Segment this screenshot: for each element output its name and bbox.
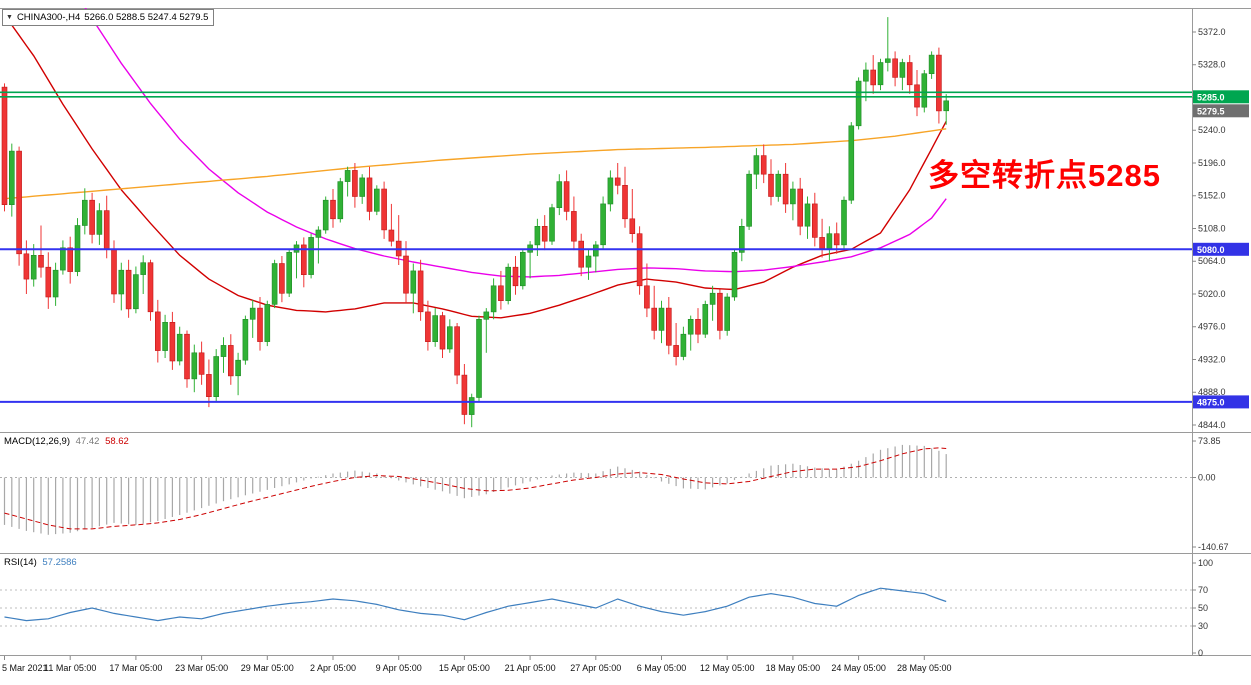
- macd-pane[interactable]: [0, 444, 1192, 535]
- price-tag: [1193, 90, 1249, 104]
- svg-text:5152.0: 5152.0: [1198, 191, 1226, 201]
- svg-text:70: 70: [1198, 585, 1208, 595]
- price-axis[interactable]: 5372.05328.05284.05240.05196.05152.05108…: [1192, 27, 1249, 658]
- svg-text:5240.0: 5240.0: [1198, 125, 1226, 135]
- price-tag: [1193, 395, 1249, 409]
- svg-text:2 Apr 05:00: 2 Apr 05:00: [310, 663, 356, 673]
- svg-text:5196.0: 5196.0: [1198, 158, 1226, 168]
- symbol-ohlc-box: ▼ CHINA300-,H4 5266.0 5288.5 5247.4 5279…: [2, 9, 215, 26]
- svg-text:30: 30: [1198, 621, 1208, 631]
- macd-indicator-label: MACD(12,26,9) 47.42 58.62: [4, 436, 129, 447]
- svg-text:5020.0: 5020.0: [1198, 289, 1226, 299]
- svg-text:4976.0: 4976.0: [1198, 322, 1226, 332]
- rsi-pane[interactable]: [0, 587, 1192, 627]
- svg-text:29 Mar 05:00: 29 Mar 05:00: [241, 663, 294, 673]
- annotation-text[interactable]: 多空转折点5285: [928, 158, 1161, 193]
- svg-text:4844.0: 4844.0: [1198, 420, 1226, 430]
- svg-text:15 Apr 05:00: 15 Apr 05:00: [439, 663, 490, 673]
- svg-text:0.00: 0.00: [1198, 473, 1216, 483]
- svg-text:100: 100: [1198, 558, 1213, 568]
- rsi-line: [4, 587, 947, 622]
- svg-text:73.85: 73.85: [1198, 436, 1221, 446]
- svg-text:4875.0: 4875.0: [1197, 397, 1225, 407]
- svg-text:11 Mar 05:00: 11 Mar 05:00: [44, 663, 96, 673]
- svg-text:5 Mar 2021: 5 Mar 2021: [2, 663, 48, 673]
- svg-text:28 May 05:00: 28 May 05:00: [897, 663, 952, 673]
- candlestick-series: [1, 17, 950, 428]
- rsi-value: 57.2586: [42, 557, 77, 568]
- svg-text:50: 50: [1198, 603, 1208, 613]
- svg-text:5328.0: 5328.0: [1198, 60, 1226, 70]
- macd-name: MACD(12,26,9): [4, 436, 70, 447]
- svg-text:9 Apr 05:00: 9 Apr 05:00: [376, 663, 422, 673]
- svg-text:4932.0: 4932.0: [1198, 355, 1226, 365]
- price-tag: [1193, 104, 1249, 118]
- svg-text:4888.0: 4888.0: [1198, 387, 1226, 397]
- svg-text:24 May 05:00: 24 May 05:00: [831, 663, 886, 673]
- symbol-label: CHINA300-,H4: [16, 12, 81, 23]
- ohlc-values: 5266.0 5288.5 5247.4 5279.5: [84, 12, 209, 23]
- macd-main-value: 47.42: [75, 436, 100, 447]
- price-pane[interactable]: [0, 0, 1192, 428]
- svg-text:27 Apr 05:00: 27 Apr 05:00: [570, 663, 621, 673]
- price-tag: [1193, 242, 1249, 256]
- svg-text:5372.0: 5372.0: [1198, 27, 1226, 37]
- svg-text:12 May 05:00: 12 May 05:00: [700, 663, 755, 673]
- svg-text:5064.0: 5064.0: [1198, 256, 1226, 266]
- svg-text:23 Mar 05:00: 23 Mar 05:00: [175, 663, 228, 673]
- svg-text:17 Mar 05:00: 17 Mar 05:00: [109, 663, 162, 673]
- rsi-name: RSI(14): [4, 557, 37, 568]
- rsi-indicator-label: RSI(14) 57.2586: [4, 557, 77, 568]
- svg-text:6 May 05:00: 6 May 05:00: [637, 663, 687, 673]
- svg-text:5108.0: 5108.0: [1198, 224, 1226, 234]
- ma-line-mid-magenta: [84, 8, 947, 278]
- ma-line-slow-orange: [4, 128, 947, 200]
- svg-text:5080.0: 5080.0: [1197, 245, 1225, 255]
- ma-line-fast-red: [3, 14, 947, 319]
- svg-text:21 Apr 05:00: 21 Apr 05:00: [505, 663, 556, 673]
- macd-signal-line: [4, 447, 947, 530]
- svg-text:18 May 05:00: 18 May 05:00: [766, 663, 821, 673]
- svg-text:-140.67: -140.67: [1198, 542, 1229, 552]
- svg-text:5279.5: 5279.5: [1197, 106, 1225, 116]
- svg-text:5285.0: 5285.0: [1197, 92, 1225, 102]
- macd-signal-value: 58.62: [105, 436, 129, 447]
- svg-text:0: 0: [1198, 648, 1203, 658]
- chevron-down-icon[interactable]: ▼: [6, 14, 13, 21]
